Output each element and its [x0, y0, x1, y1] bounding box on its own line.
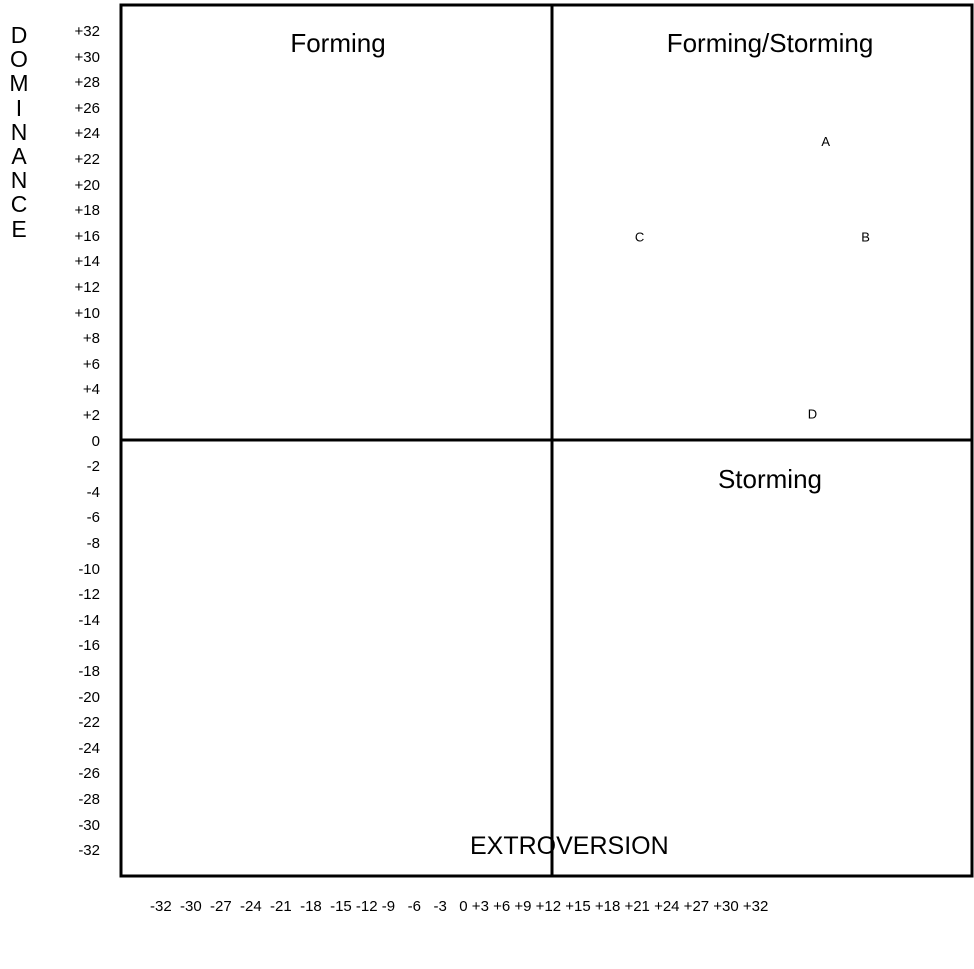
y-axis-label-letter: C	[10, 191, 28, 218]
y-axis-label-letter: A	[11, 143, 27, 169]
quadrant-label-top-left: Forming	[290, 28, 385, 58]
y-tick-label: +22	[74, 151, 100, 168]
y-axis-label-letter: E	[11, 215, 27, 242]
y-tick-label: -2	[86, 458, 100, 476]
y-axis-label-letter: I	[15, 94, 23, 121]
y-tick-label: +6	[82, 355, 100, 373]
y-tick-label: +24	[74, 125, 100, 143]
y-axis-label-letter: N	[10, 118, 28, 145]
y-tick-label: +10	[74, 304, 100, 322]
y-tick-label: +4	[82, 381, 100, 399]
y-tick-label: 0	[91, 432, 100, 450]
y-axis-label-letter: N	[10, 167, 28, 194]
y-tick-label: +2	[82, 407, 100, 424]
y-axis-label-letter: D	[10, 22, 28, 48]
y-tick-label: -32	[78, 842, 100, 860]
x-axis-label: EXTROVERSION	[470, 832, 669, 860]
y-tick-label: +20	[74, 176, 100, 194]
y-tick-label: -8	[86, 535, 100, 552]
y-tick-label: +18	[74, 202, 100, 220]
y-tick-label: -30	[78, 816, 100, 834]
point-label-a: A	[821, 134, 830, 149]
y-tick-label: -22	[78, 714, 100, 732]
y-tick-label: -14	[78, 611, 100, 629]
y-tick-labels: +32 +30 +28 +26 +24 +22 +20 +18 +16 +14 +12 +10 +8 +6…	[0, 0, 100, 969]
point-label-c: C	[635, 229, 644, 244]
point-label-b: B	[861, 229, 870, 244]
y-tick-label: +26	[74, 99, 100, 117]
points-layer: A B C D	[635, 134, 870, 421]
quadrant-label-bottom-right: Storming	[718, 464, 822, 494]
y-tick-label: -10	[78, 560, 100, 578]
y-axis-label-letter: O	[10, 46, 28, 73]
y-tick-label: -26	[78, 765, 100, 783]
y-tick-label: -6	[86, 509, 100, 527]
y-tick-label: +28	[74, 74, 100, 92]
y-tick-label: -12	[78, 586, 100, 604]
y-tick-label: -20	[78, 688, 100, 706]
point-label-d: D	[808, 406, 817, 421]
y-tick-label: -16	[78, 637, 100, 655]
y-tick-label: +30	[74, 48, 100, 66]
y-axis-label-letter: M	[9, 70, 29, 97]
y-tick-label: -24	[78, 739, 100, 757]
quadrant-label-top-right: Forming/Storming	[667, 28, 874, 58]
y-tick-label: +14	[74, 253, 100, 271]
y-tick-label: +8	[82, 330, 100, 348]
y-tick-label: +32	[74, 23, 100, 40]
y-tick-label: -28	[78, 791, 100, 808]
y-tick-label: +16	[74, 227, 100, 245]
y-tick-label: -4	[86, 483, 100, 501]
x-tick-labels: -32 -30 -27 -24 -21 -18 -15 -12 -9 -6 -3…	[150, 898, 769, 915]
y-tick-label: +12	[74, 279, 100, 296]
y-tick-label: -18	[78, 663, 100, 680]
